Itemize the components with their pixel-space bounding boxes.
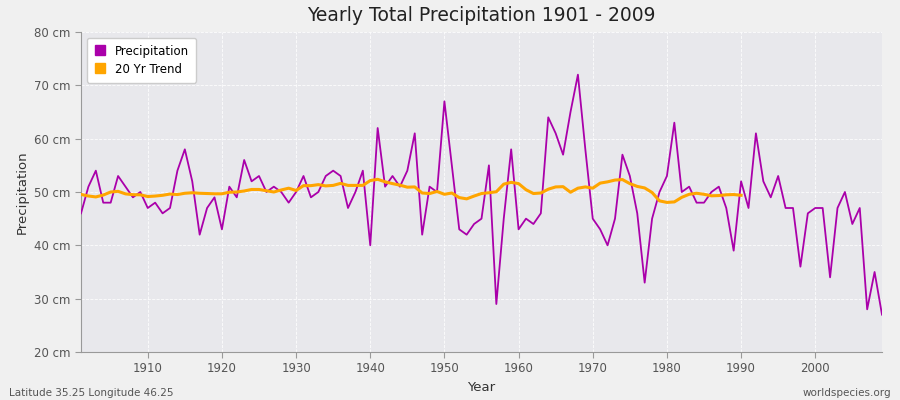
X-axis label: Year: Year [467, 381, 496, 394]
Legend: Precipitation, 20 Yr Trend: Precipitation, 20 Yr Trend [87, 38, 196, 83]
Title: Yearly Total Precipitation 1901 - 2009: Yearly Total Precipitation 1901 - 2009 [307, 6, 656, 25]
Y-axis label: Precipitation: Precipitation [15, 150, 29, 234]
Text: worldspecies.org: worldspecies.org [803, 388, 891, 398]
Text: Latitude 35.25 Longitude 46.25: Latitude 35.25 Longitude 46.25 [9, 388, 174, 398]
